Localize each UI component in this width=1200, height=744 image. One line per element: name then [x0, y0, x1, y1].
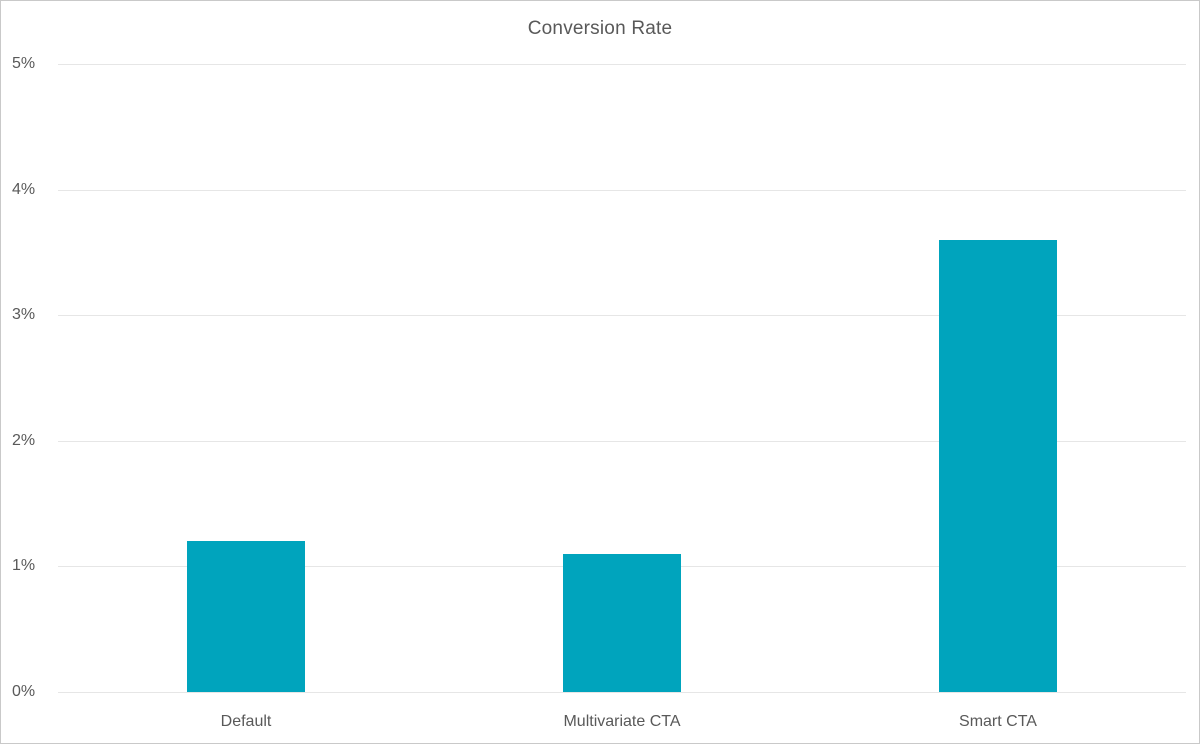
x-tick-label: Default — [220, 713, 272, 730]
gridline — [58, 315, 1186, 317]
y-tick-label: 1% — [12, 557, 36, 575]
y-tick-label: 0% — [12, 683, 36, 700]
gridline — [58, 440, 1186, 442]
y-tick-label: 4% — [12, 180, 36, 198]
x-tick-label: Multivariate CTA — [563, 713, 681, 730]
plot-area — [58, 64, 1186, 693]
y-tick-label: 2% — [12, 431, 36, 449]
gridline — [58, 64, 1186, 65]
bar-default — [187, 541, 305, 692]
bar-multivariate-cta — [563, 553, 681, 692]
y-tick-label: 3% — [12, 306, 36, 324]
x-tick-label: Smart CTA — [959, 713, 1037, 730]
chart-title: Conversion Rate — [527, 18, 673, 39]
gridline — [58, 692, 1186, 693]
bar-smart-cta — [939, 239, 1057, 692]
y-tick-label: 5% — [12, 55, 36, 72]
gridline — [58, 189, 1186, 191]
